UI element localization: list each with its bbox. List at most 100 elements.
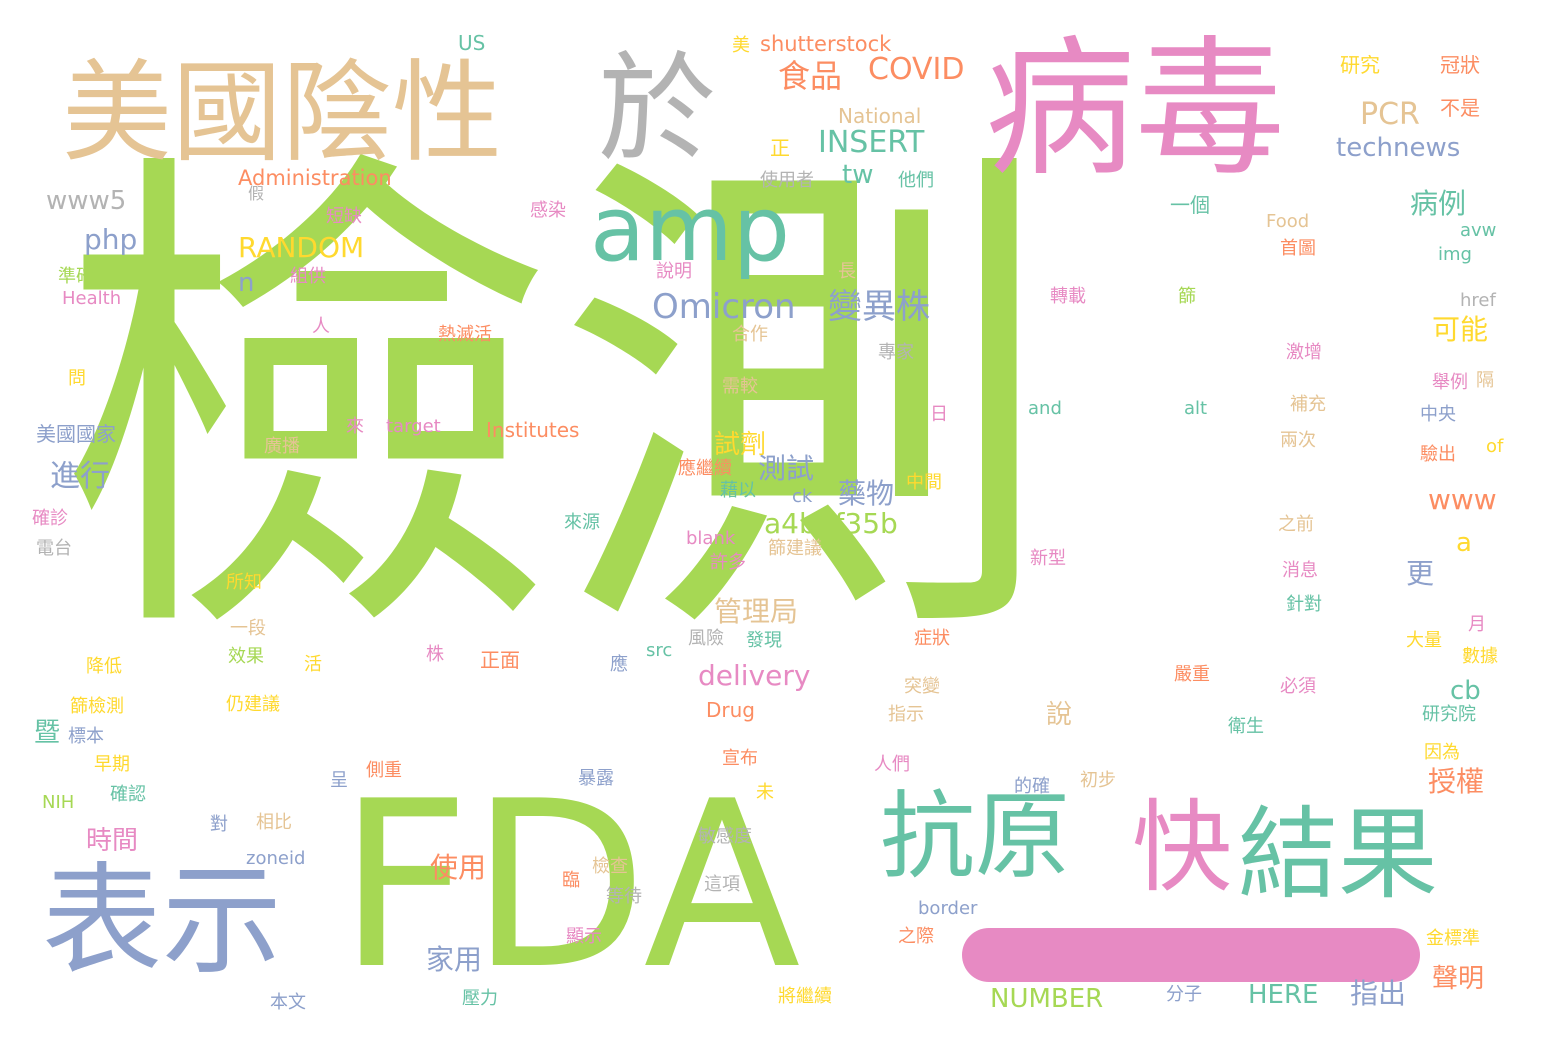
word-cjk-37: 首圖 [1280, 238, 1316, 259]
word-cjk-134: 暴露 [578, 768, 614, 789]
word-cjk-108: 活 [304, 654, 322, 675]
word-cjk-71: 兩次 [1280, 430, 1316, 451]
word-cjk-74: 測試 [758, 452, 815, 485]
word-cjk-158: 壓力 [462, 988, 498, 1009]
pink-stroke-shape [962, 928, 1420, 982]
word-avw: avw [1460, 220, 1497, 241]
word-cjk-77: 中間 [906, 472, 942, 493]
word-technews: technews [1336, 133, 1461, 163]
word-tw: tw [842, 160, 874, 190]
word-a4b3f35b: a4b3f35b [764, 507, 898, 540]
word-cjk-100: 症狀 [914, 628, 950, 649]
word-cjk-146: 這項 [704, 874, 740, 895]
word-cjk-132: 確認 [110, 784, 146, 805]
word-cjk-93: 更 [1406, 557, 1435, 590]
word-cjk-15: 研究 [1340, 53, 1380, 77]
word-border: border [918, 898, 978, 919]
word-cjk-29: 短缺 [326, 206, 362, 227]
word-cjk-8: 快 [1132, 789, 1232, 906]
word-cjk-147: 等待 [606, 886, 642, 907]
word-cjk-50: 可能 [1432, 313, 1489, 346]
word-cjk-160: 本文 [270, 992, 306, 1013]
word-cjk-92: 消息 [1282, 560, 1318, 581]
word-cjk-94: 所知 [226, 572, 262, 593]
word-zoneid: zoneid [246, 848, 306, 869]
word-number: NUMBER [990, 984, 1104, 1014]
word-cjk-31: 一個 [1170, 193, 1210, 217]
word-cjk-102: 大量 [1406, 630, 1442, 651]
word-n: n [238, 268, 255, 298]
word-cjk-39: 準確 [58, 266, 94, 287]
word-cjk-97: 一段 [230, 618, 266, 639]
word-cjk-84: 來源 [564, 512, 600, 533]
word-img: img [1438, 244, 1472, 265]
word-cjk-137: 初步 [1080, 770, 1116, 791]
word-cjk-151: 金標準 [1426, 928, 1480, 949]
word-blank: blank [686, 528, 736, 549]
word-cjk-113: 嚴重 [1174, 664, 1210, 685]
word-cjk-7: 抗原 [880, 782, 1071, 892]
word-cjk-57: 需較 [722, 376, 758, 397]
word-national: National [838, 104, 922, 128]
word-a: a [1456, 528, 1472, 558]
word-cjk-106: 數據 [1462, 646, 1498, 667]
word-href: href [1460, 290, 1496, 311]
word-cjk-118: 研究院 [1422, 704, 1476, 725]
word-cjk-2: 於 [598, 40, 717, 178]
word-cjk-122: 指示 [888, 704, 924, 725]
word-cjk-68: 中央 [1420, 404, 1456, 425]
word-cjk-120: 標本 [68, 726, 104, 747]
word-cjk-62: 來 [346, 416, 364, 437]
word-cjk-53: 合作 [732, 324, 768, 345]
word-insert: INSERT [818, 125, 925, 160]
word-cjk-95: 管理局 [714, 595, 799, 628]
word-food: Food [1266, 211, 1310, 232]
word-cjk-0: 檢測 [55, 114, 1055, 696]
word-cjk-78: 驗出 [1420, 444, 1456, 465]
word-pcr: PCR [1360, 97, 1420, 132]
word-cjk-69: 廣播 [264, 436, 300, 457]
word-cjk-55: 激增 [1286, 342, 1322, 363]
word-cjk-1: 病毒 [985, 23, 1286, 197]
word-cjk-14: 美 [732, 35, 750, 56]
word-cjk-136: 的確 [1014, 776, 1050, 797]
word-administration: Administration [238, 166, 392, 190]
word-nih: NIH [42, 792, 75, 813]
word-cjk-117: 突變 [904, 676, 940, 697]
word-cjk-155: 分子 [1166, 984, 1202, 1005]
word-cjk-107: 降低 [86, 656, 122, 677]
word-cjk-60: 隔 [1476, 370, 1494, 391]
word-us: US [458, 31, 486, 55]
word-here: HERE [1248, 980, 1319, 1010]
word-cjk-114: 必須 [1280, 676, 1316, 697]
word-cjk-128: 側重 [366, 760, 402, 781]
word-cjk-41: 說明 [656, 261, 692, 282]
word-www: www [1428, 483, 1497, 516]
word-cjk-140: 相比 [256, 812, 292, 833]
word-fda: FDA [338, 753, 801, 1020]
word-cjk-30: 感染 [530, 200, 566, 221]
word-cjk-46: 篩 [1178, 286, 1196, 307]
word-cjk-152: 家用 [426, 943, 483, 976]
word-cjk-127: 早期 [94, 754, 130, 775]
word-cjk-135: 未 [756, 782, 774, 803]
word-php: php [84, 223, 138, 256]
word-cjk-42: 長 [838, 261, 856, 282]
word-cjk-103: 效果 [228, 646, 264, 667]
word-cjk-17: 不是 [1440, 96, 1480, 120]
word-cjk-45: 轉載 [1050, 286, 1086, 307]
word-ck: ck [792, 486, 813, 507]
word-cjk-25: 使用者 [760, 170, 814, 191]
word-cjk-91: 許多 [710, 552, 746, 573]
word-of: of [1486, 436, 1504, 457]
word-cjk-28: 假 [248, 184, 265, 203]
word-cjk-22: 正 [770, 136, 790, 160]
word-cjk-76: 藥物 [838, 477, 895, 510]
word-cjk-85: 之前 [1278, 514, 1314, 535]
word-omicron: Omicron [652, 287, 796, 327]
word-cjk-159: 將繼續 [778, 986, 832, 1007]
word-cjk-109: 正面 [480, 648, 520, 672]
word-cjk-59: 舉例 [1432, 372, 1468, 393]
word-cjk-126: 因為 [1424, 742, 1460, 763]
